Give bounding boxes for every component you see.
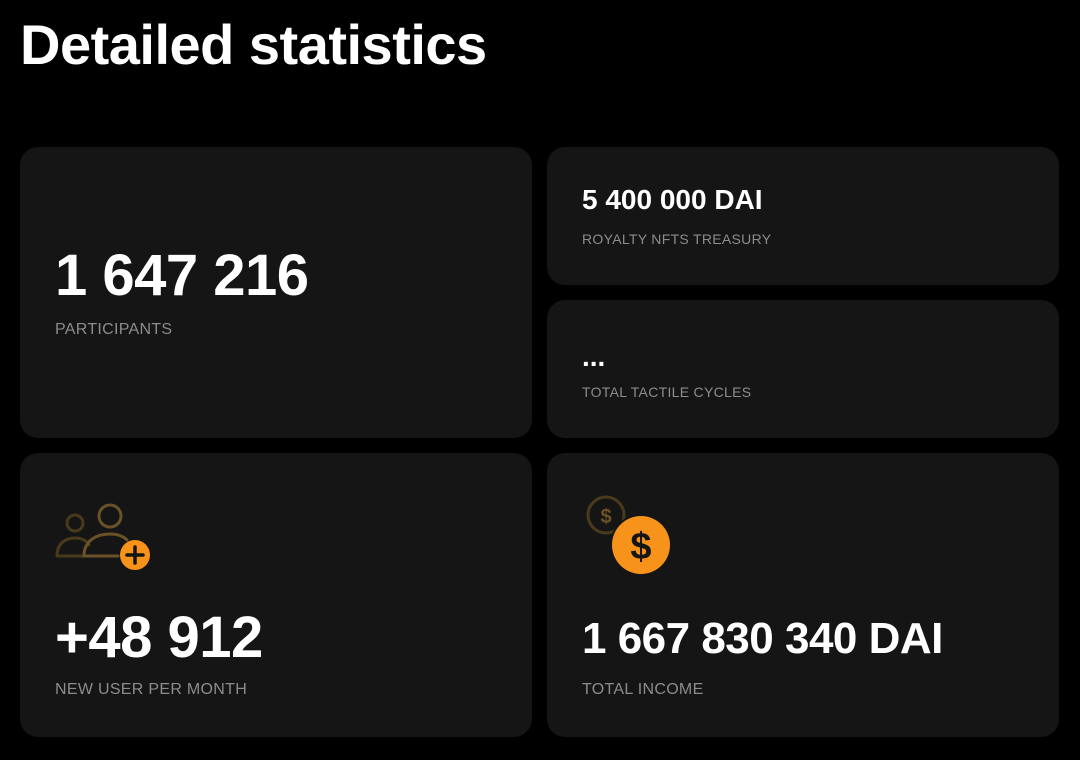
participants-value: 1 647 216 <box>55 243 309 308</box>
cycles-card: ... TOTAL TACTILE CYCLES <box>547 300 1059 438</box>
participants-card: 1 647 216 PARTICIPANTS <box>20 147 532 438</box>
svg-text:$: $ <box>600 506 611 528</box>
new-users-card: +48 912 NEW USER PER MONTH <box>20 453 532 737</box>
svg-text:$: $ <box>630 526 651 568</box>
new-users-label: NEW USER PER MONTH <box>55 681 248 698</box>
page-title: Detailed statistics <box>20 13 487 76</box>
income-card: $ $ 1 667 830 340 DAI TOTAL INCOME <box>547 453 1059 737</box>
treasury-card: 5 400 000 DAI ROYALTY NFTS TREASURY <box>547 147 1059 285</box>
dollar-coins-icon: $ $ <box>586 495 672 576</box>
new-users-value: +48 912 <box>55 605 263 670</box>
cycles-label: TOTAL TACTILE CYCLES <box>582 384 752 400</box>
income-label: TOTAL INCOME <box>582 681 704 698</box>
add-users-icon <box>55 503 150 570</box>
treasury-value: 5 400 000 DAI <box>582 184 763 215</box>
cycles-value: ... <box>582 341 606 372</box>
income-value: 1 667 830 340 DAI <box>582 614 943 663</box>
treasury-label: ROYALTY NFTS TREASURY <box>582 231 772 247</box>
participants-label: PARTICIPANTS <box>55 321 173 338</box>
